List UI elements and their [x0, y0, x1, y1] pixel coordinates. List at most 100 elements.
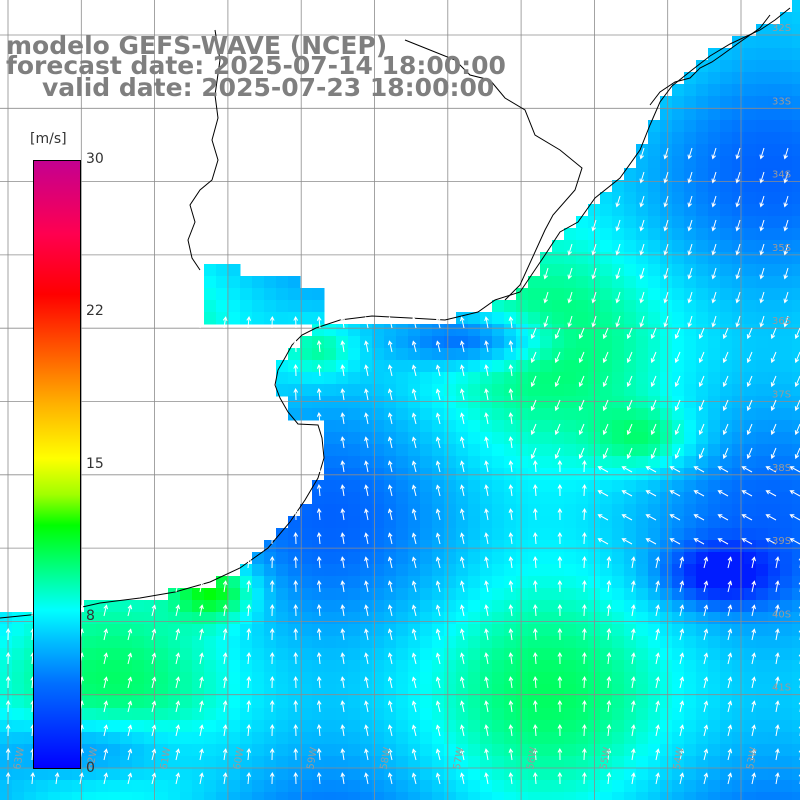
speed-cell [600, 768, 613, 781]
speed-cell [708, 684, 721, 697]
speed-cell [648, 660, 661, 673]
speed-cell [420, 372, 433, 385]
speed-cell [336, 324, 349, 337]
wind-arrow [484, 604, 489, 617]
speed-cell [564, 576, 577, 589]
lon-label: 58W [379, 746, 394, 770]
speed-cell [264, 792, 277, 804]
speed-cell [108, 780, 121, 793]
wind-arrow [316, 364, 322, 377]
speed-cell [348, 360, 361, 373]
speed-cell [576, 384, 589, 397]
speed-cell [780, 360, 793, 373]
speed-cell [780, 696, 793, 709]
speed-cell [732, 372, 745, 385]
wind-arrow [293, 531, 299, 545]
speed-cell [624, 756, 637, 769]
speed-cell [648, 444, 661, 457]
wind-arrow [711, 291, 717, 304]
speed-cell [276, 768, 289, 781]
wind-arrow [687, 219, 693, 232]
speed-cell [576, 492, 589, 505]
wind-arrow [484, 700, 489, 713]
speed-cell [552, 324, 565, 337]
speed-cell [108, 792, 121, 804]
wind-arrow [246, 628, 252, 641]
speed-cell [276, 744, 289, 757]
speed-cell [768, 372, 781, 385]
wind-arrow [79, 772, 84, 785]
wind-arrow [293, 507, 299, 521]
speed-cell [348, 396, 361, 409]
speed-cell [204, 588, 217, 601]
speed-cell [600, 696, 613, 709]
speed-cell [648, 708, 661, 721]
wind-arrow [246, 772, 252, 785]
speed-cell [228, 648, 241, 661]
speed-cell [516, 540, 529, 553]
wind-arrow [597, 490, 609, 497]
speed-cell [612, 528, 625, 541]
speed-cell [408, 540, 421, 553]
speed-cell [780, 72, 793, 85]
wind-arrow [293, 699, 299, 713]
speed-cell [624, 480, 637, 493]
speed-cell [660, 192, 673, 205]
speed-cell [720, 324, 733, 337]
speed-cell [672, 384, 685, 397]
wind-arrow [484, 460, 489, 473]
speed-cell [696, 432, 709, 445]
speed-cell [372, 384, 385, 397]
speed-cell [600, 516, 613, 529]
wind-arrow [435, 412, 441, 425]
wind-arrow [269, 579, 275, 593]
wind-arrow [775, 580, 780, 593]
speed-cell [396, 456, 409, 469]
speed-cell [744, 756, 757, 769]
speed-cell [648, 480, 661, 493]
speed-cell [336, 660, 349, 673]
speed-cell [600, 444, 613, 457]
speed-cell [792, 48, 800, 61]
speed-cell [108, 732, 121, 745]
speed-cell [624, 612, 637, 625]
speed-cell [444, 756, 457, 769]
speed-cell [12, 624, 25, 637]
wind-arrow [591, 315, 597, 328]
speed-cell [240, 792, 253, 804]
speed-cell [732, 600, 745, 613]
speed-cell [420, 720, 433, 733]
speed-cell [732, 360, 745, 373]
speed-cell [372, 732, 385, 745]
speed-cell [12, 744, 25, 757]
wind-arrow [508, 652, 514, 665]
speed-cell [480, 732, 493, 745]
wind-arrow [533, 555, 538, 569]
speed-cell [720, 708, 733, 721]
speed-cell [624, 228, 637, 241]
speed-cell [756, 288, 769, 301]
speed-cell [792, 360, 800, 373]
speed-cell [180, 624, 193, 637]
speed-cell [708, 348, 721, 361]
speed-cell [624, 300, 637, 313]
speed-cell [768, 24, 781, 37]
speed-cell [720, 756, 733, 769]
speed-cell [768, 756, 781, 769]
speed-cell [372, 696, 385, 709]
lat-label: 41S [772, 683, 791, 694]
speed-cell [348, 696, 361, 709]
speed-cell [444, 540, 457, 553]
speed-cell [0, 660, 13, 673]
speed-cell [384, 708, 397, 721]
speed-cell [324, 468, 337, 481]
wind-arrow [597, 466, 609, 473]
speed-cell [288, 708, 301, 721]
speed-cell [12, 732, 25, 745]
speed-cell [600, 324, 613, 337]
speed-cell [660, 636, 673, 649]
wind-arrow [508, 364, 514, 377]
speed-cell [672, 348, 685, 361]
speed-cell [648, 456, 661, 469]
speed-cell [576, 768, 589, 781]
